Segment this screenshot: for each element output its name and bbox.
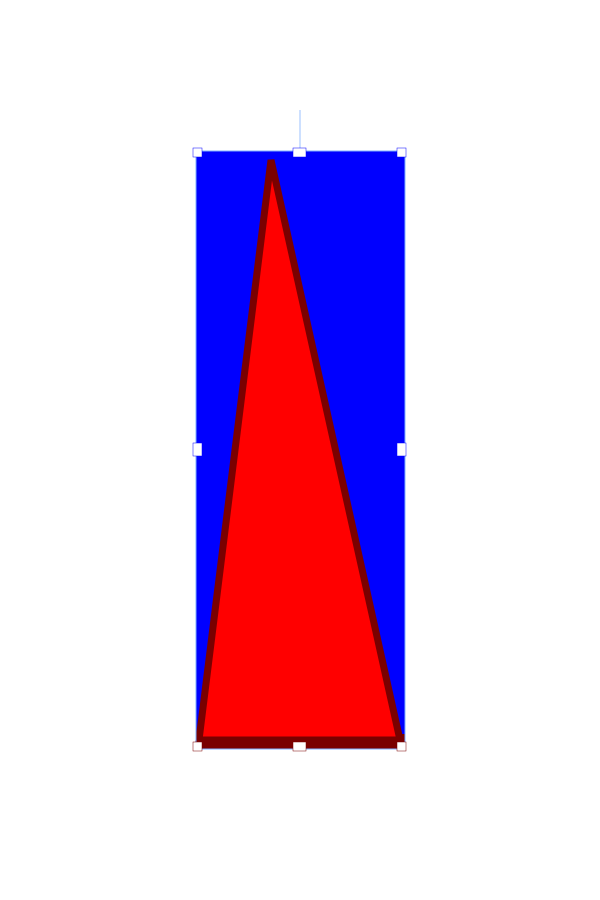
resize-handle-top-center[interactable] <box>292 147 307 158</box>
resize-handles[interactable] <box>192 147 407 752</box>
resize-handle-bottom-right[interactable] <box>396 741 407 752</box>
resize-handle-middle-right[interactable] <box>396 442 407 457</box>
resize-handle-top-left[interactable] <box>192 147 203 158</box>
resize-handle-bottom-center[interactable] <box>292 741 307 752</box>
resize-handle-top-right[interactable] <box>396 147 407 158</box>
selected-shape-group[interactable] <box>195 151 405 749</box>
resize-handle-bottom-left[interactable] <box>192 741 203 752</box>
triangle-shape[interactable] <box>195 159 405 744</box>
resize-handle-middle-left[interactable] <box>192 442 203 457</box>
